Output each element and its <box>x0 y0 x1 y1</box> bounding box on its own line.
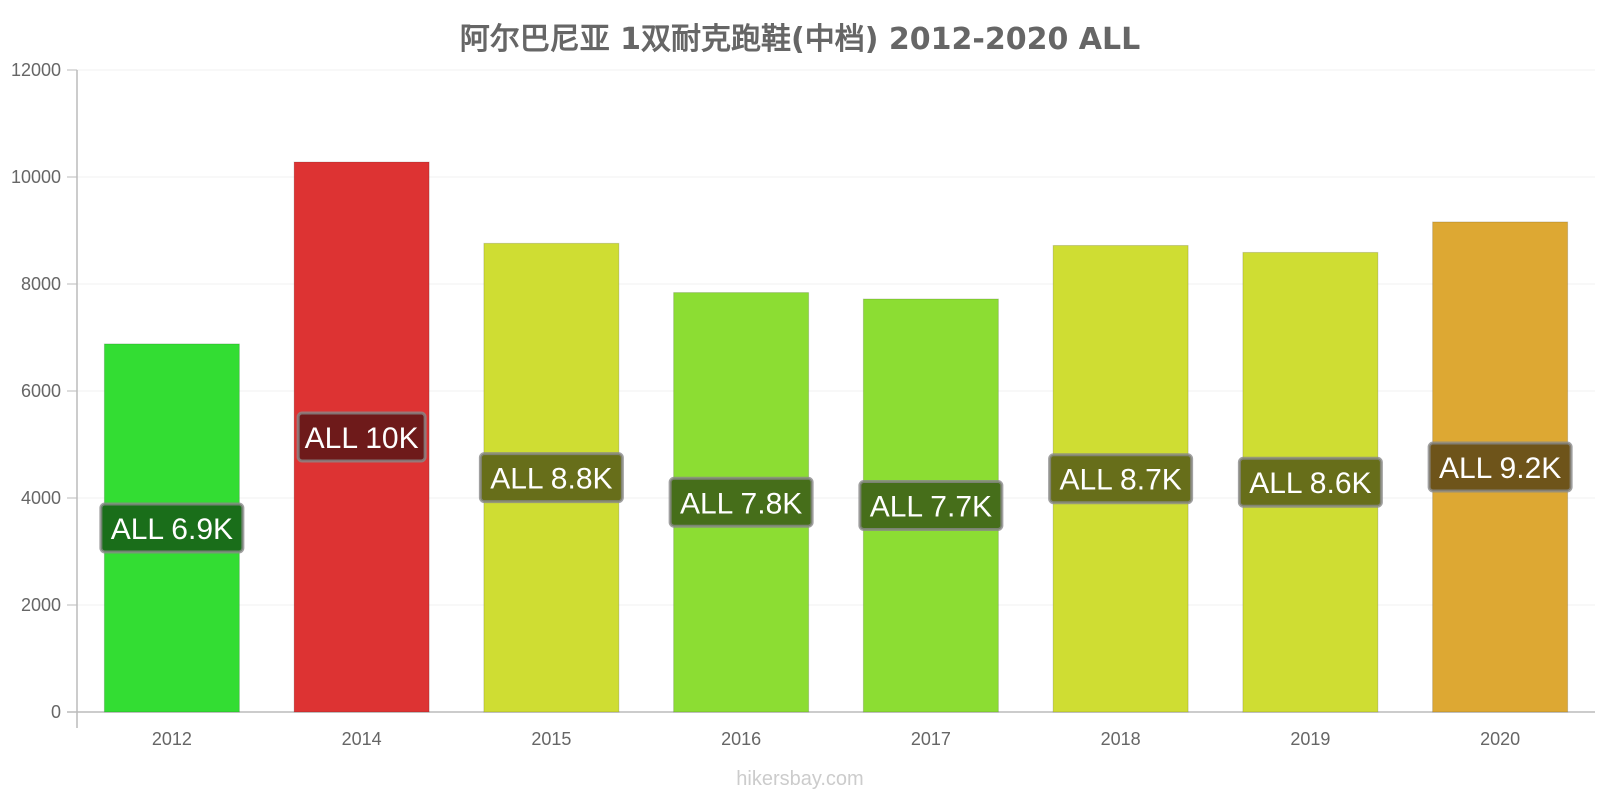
data-label: ALL 7.7K <box>870 490 992 523</box>
data-label-box <box>1237 456 1383 508</box>
x-tick-label: 2017 <box>911 729 951 749</box>
chart-title: 阿尔巴尼亚 1双耐克跑鞋(中档) 2012-2020 ALL <box>459 22 1141 57</box>
y-tick-label: 6000 <box>21 381 61 401</box>
x-tick-label: 2014 <box>342 729 382 749</box>
data-label-box <box>478 452 624 504</box>
x-tick-label: 2018 <box>1101 729 1141 749</box>
x-tick-label: 2015 <box>531 729 571 749</box>
data-label-box <box>99 502 245 554</box>
tick-labels: 0 2000 4000 6000 8000 10000 12000 2012 2014 2015 2… <box>11 60 1520 749</box>
data-label-box <box>1427 441 1573 493</box>
data-label: ALL 9.2K <box>1439 452 1561 485</box>
data-label: ALL 8.7K <box>1059 464 1181 497</box>
x-tick-label: 2019 <box>1290 729 1330 749</box>
data-label: ALL 8.6K <box>1249 467 1371 500</box>
data-label-box <box>296 411 427 463</box>
data-label-box <box>1048 453 1194 505</box>
y-tick-label: 4000 <box>21 488 61 508</box>
data-label-box <box>668 476 814 528</box>
y-tick-label: 8000 <box>21 274 61 294</box>
y-tick-label: 0 <box>51 702 61 722</box>
y-tick-label: 12000 <box>11 60 61 80</box>
data-label: ALL 6.9K <box>111 513 233 546</box>
data-label: ALL 8.8K <box>490 463 612 496</box>
x-tick-label: 2012 <box>152 729 192 749</box>
x-tick-label: 2020 <box>1480 729 1520 749</box>
watermark: hikersbay.com <box>736 768 864 790</box>
data-labels: ALL 6.9K ALL 10K ALL 8.8K ALL 7.8K ALL 7.7K A… <box>99 411 1573 554</box>
data-label-box <box>858 479 1004 531</box>
x-tick-label: 2016 <box>721 729 761 749</box>
data-label: ALL 10K <box>305 422 419 455</box>
y-tick-label: 2000 <box>21 595 61 615</box>
data-label: ALL 7.8K <box>680 487 802 520</box>
y-tick-label: 10000 <box>11 167 61 187</box>
